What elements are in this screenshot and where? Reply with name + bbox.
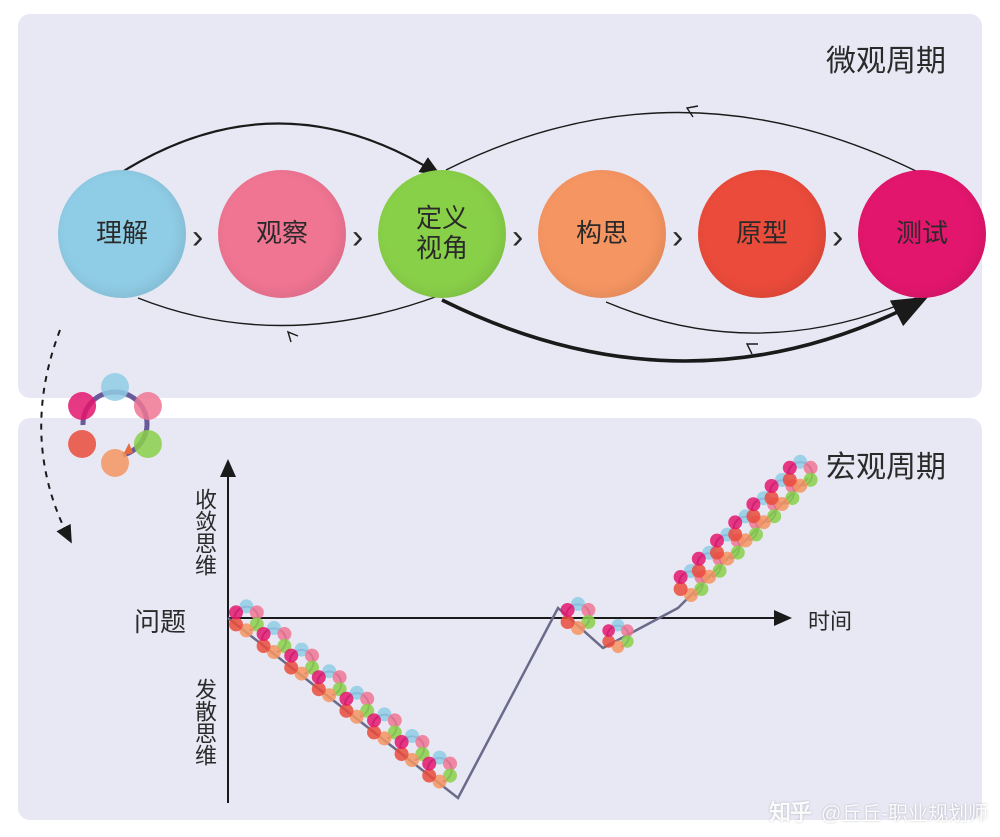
process-node-label: 定义 视角 bbox=[416, 204, 468, 264]
watermark-author: @丘丘-职业规划师 bbox=[821, 797, 988, 826]
mini-cycle-icon bbox=[60, 370, 170, 480]
chevron-right-icon: › bbox=[192, 218, 203, 257]
process-node-5: 测试 bbox=[858, 170, 986, 298]
zhihu-logo-icon: 知乎 bbox=[769, 795, 811, 827]
process-node-2: 定义 视角 bbox=[378, 170, 506, 298]
process-node-label: 观察 bbox=[256, 219, 308, 249]
origin-label: 问题 bbox=[134, 602, 186, 639]
x-axis-label: 时间 bbox=[808, 604, 852, 636]
chevron-right-icon: › bbox=[832, 218, 843, 257]
process-node-0: 理解 bbox=[58, 170, 186, 298]
process-node-label: 测试 bbox=[896, 219, 948, 249]
y-axis-lower-label: 发散思维 bbox=[188, 678, 220, 766]
process-node-3: 构思 bbox=[538, 170, 666, 298]
micro-cycle-panel: 微观周期 理解›观察›定义 视角›构思›原型›测试 bbox=[18, 14, 982, 398]
watermark: 知乎 @丘丘-职业规划师 bbox=[769, 795, 988, 827]
chevron-right-icon: › bbox=[512, 218, 523, 257]
process-node-4: 原型 bbox=[698, 170, 826, 298]
y-axis-upper-label: 收敛思维 bbox=[188, 488, 220, 576]
chevron-right-icon: › bbox=[672, 218, 683, 257]
chevron-right-icon: › bbox=[352, 218, 363, 257]
process-node-1: 观察 bbox=[218, 170, 346, 298]
process-node-label: 理解 bbox=[96, 219, 148, 249]
process-node-label: 构思 bbox=[576, 219, 628, 249]
process-node-label: 原型 bbox=[736, 219, 788, 249]
